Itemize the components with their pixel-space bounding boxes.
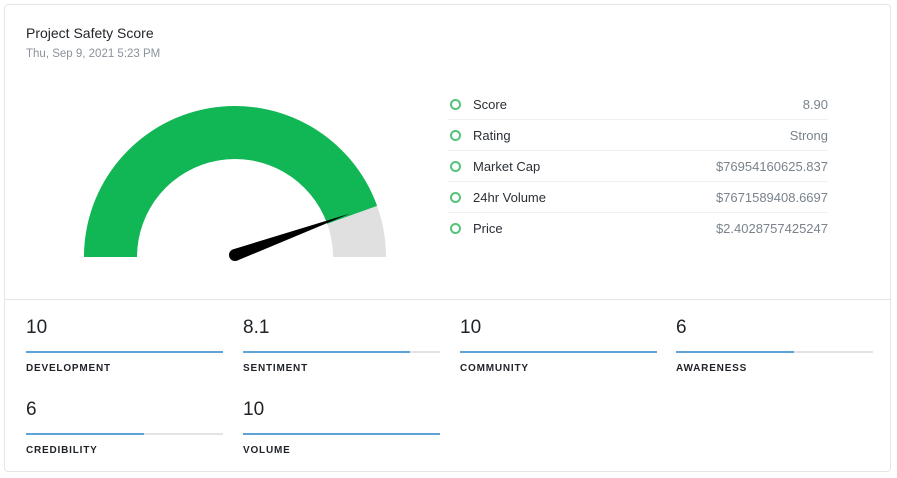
metric-value: 8.1	[243, 316, 440, 340]
needle-hub	[229, 249, 241, 261]
stat-label: 24hr Volume	[473, 190, 716, 205]
stat-label: Market Cap	[473, 159, 716, 174]
stat-label: Price	[473, 221, 716, 236]
metric-value: 10	[460, 316, 657, 340]
metric-bar-fill	[460, 351, 657, 353]
metric-bar-fill	[243, 433, 440, 435]
stat-row-price: Price $2.4028757425247	[448, 213, 828, 243]
metric-label: AWARENESS	[676, 363, 873, 374]
stat-value: 8.90	[803, 97, 828, 112]
metric-value: 10	[243, 398, 440, 422]
stat-row-market-cap: Market Cap $76954160625.837	[448, 151, 828, 182]
stats-list: Score 8.90 Rating Strong Market Cap $769…	[448, 89, 828, 243]
metric-label: SENTIMENT	[243, 363, 440, 374]
metric-bar	[26, 433, 223, 435]
metric-bar-fill	[243, 351, 410, 353]
metric-bar-fill	[26, 351, 223, 353]
stat-label: Rating	[473, 128, 790, 143]
metric-value: 6	[676, 316, 873, 340]
metric-value: 10	[26, 316, 223, 340]
stat-row-score: Score 8.90	[448, 89, 828, 120]
card-timestamp: Thu, Sep 9, 2021 5:23 PM	[26, 48, 160, 60]
safety-gauge	[75, 95, 395, 275]
metric-bar	[26, 351, 223, 353]
status-dot-icon	[450, 223, 461, 234]
metric-sentiment: 8.1 SENTIMENT	[243, 316, 440, 374]
stat-value: Strong	[790, 128, 828, 143]
metric-awareness: 6 AWARENESS	[676, 316, 873, 374]
metric-bar	[676, 351, 873, 353]
metric-credibility: 6 CREDIBILITY	[26, 398, 223, 456]
metric-community: 10 COMMUNITY	[460, 316, 657, 374]
status-dot-icon	[450, 130, 461, 141]
metric-value: 6	[26, 398, 223, 422]
metric-label: CREDIBILITY	[26, 445, 223, 456]
metric-bar	[460, 351, 657, 353]
metric-label: VOLUME	[243, 445, 440, 456]
status-dot-icon	[450, 192, 461, 203]
stat-label: Score	[473, 97, 803, 112]
metric-bar	[243, 433, 440, 435]
stat-row-volume-24h: 24hr Volume $7671589408.6697	[448, 182, 828, 213]
section-divider	[5, 299, 890, 300]
stat-row-rating: Rating Strong	[448, 120, 828, 151]
metric-development: 10 DEVELOPMENT	[26, 316, 223, 374]
stat-value: $2.4028757425247	[716, 221, 828, 236]
status-dot-icon	[450, 99, 461, 110]
card-title: Project Safety Score	[26, 25, 154, 41]
metric-bar-fill	[676, 351, 794, 353]
metric-bar	[243, 351, 440, 353]
metric-label: COMMUNITY	[460, 363, 657, 374]
metric-bar-fill	[26, 433, 144, 435]
safety-score-card: Project Safety Score Thu, Sep 9, 2021 5:…	[4, 4, 891, 472]
stat-value: $76954160625.837	[716, 159, 828, 174]
metric-label: DEVELOPMENT	[26, 363, 223, 374]
metric-volume: 10 VOLUME	[243, 398, 440, 456]
status-dot-icon	[450, 161, 461, 172]
stat-value: $7671589408.6697	[716, 190, 828, 205]
